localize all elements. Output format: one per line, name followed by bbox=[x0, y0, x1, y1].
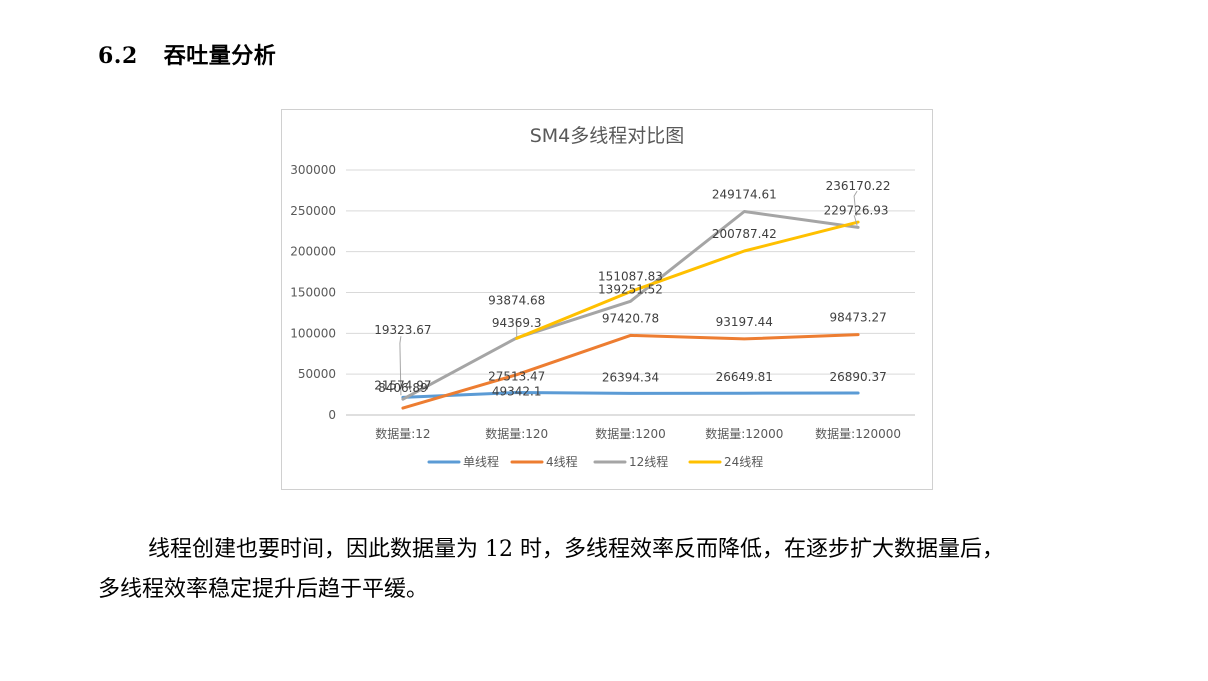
data-label: 236170.22 bbox=[826, 179, 891, 193]
series-line bbox=[401, 210, 860, 401]
data-label: 8406.89 bbox=[378, 381, 428, 395]
data-label: 200787.42 bbox=[712, 227, 777, 241]
data-label: 19323.67 bbox=[374, 323, 431, 337]
legend-label: 4线程 bbox=[546, 454, 578, 469]
data-label: 94369.3 bbox=[492, 316, 542, 330]
data-label: 151087.83 bbox=[598, 270, 663, 284]
series-line bbox=[401, 391, 860, 399]
y-tick-label: 50000 bbox=[298, 367, 336, 381]
line-chart: SM4多线程对比图 0 50000 100000 150000 200000 250000… bbox=[290, 125, 915, 469]
data-label: 26394.34 bbox=[602, 370, 659, 384]
data-label: 49342.1 bbox=[492, 385, 542, 399]
label-leader-line bbox=[399, 336, 402, 396]
y-tick-label: 200000 bbox=[290, 245, 336, 259]
data-label: 26890.37 bbox=[829, 370, 886, 384]
label-leader-line bbox=[853, 190, 858, 217]
y-tick-label: 100000 bbox=[290, 326, 336, 340]
data-label: 229726.93 bbox=[824, 203, 889, 217]
section-number: 6.2 bbox=[98, 43, 138, 69]
x-tick-label: 数据量:1200 bbox=[595, 426, 666, 441]
chart-figure: SM4多线程对比图 0 50000 100000 150000 200000 250000… bbox=[281, 109, 933, 490]
label-leader-line bbox=[853, 215, 858, 226]
legend-label: 单线程 bbox=[463, 454, 499, 469]
chart-title: SM4多线程对比图 bbox=[530, 125, 685, 147]
paragraph-line-2: 多线程效率稳定提升后趋于平缓。 bbox=[98, 577, 429, 602]
x-tick-label: 数据量:12 bbox=[375, 426, 430, 441]
data-label: 27513.47 bbox=[488, 370, 545, 384]
body-paragraph: 线程创建也要时间，因此数据量为 12 时，多线程效率反而降低，在逐步扩大数据量后… bbox=[98, 530, 1118, 610]
data-label: 93874.68 bbox=[488, 293, 545, 307]
y-tick-label: 250000 bbox=[290, 204, 336, 218]
section-title: 吞吐量分析 bbox=[163, 43, 277, 69]
data-label: 21574.97 bbox=[374, 378, 431, 392]
legend-label: 12线程 bbox=[629, 454, 668, 469]
y-tick-label: 0 bbox=[328, 408, 336, 422]
series-line bbox=[515, 220, 860, 340]
x-tick-label: 数据量:120 bbox=[485, 426, 548, 441]
data-label: 249174.61 bbox=[712, 188, 777, 202]
data-label: 93197.44 bbox=[716, 315, 773, 329]
data-label: 97420.78 bbox=[602, 311, 659, 325]
x-tick-label: 数据量:120000 bbox=[815, 426, 901, 441]
data-label: 98473.27 bbox=[829, 311, 886, 325]
y-tick-label: 150000 bbox=[290, 286, 336, 300]
paragraph-line-1: 线程创建也要时间，因此数据量为 12 时，多线程效率反而降低，在逐步扩大数据量后… bbox=[148, 537, 1004, 562]
x-tick-label: 数据量:12000 bbox=[705, 426, 783, 441]
data-label: 139251.52 bbox=[598, 282, 663, 296]
legend-label: 24线程 bbox=[724, 454, 763, 469]
data-label: 26649.81 bbox=[716, 370, 773, 384]
section-heading: 6.2 吞吐量分析 bbox=[98, 38, 276, 70]
y-tick-label: 300000 bbox=[290, 163, 336, 177]
series-line bbox=[401, 333, 860, 410]
